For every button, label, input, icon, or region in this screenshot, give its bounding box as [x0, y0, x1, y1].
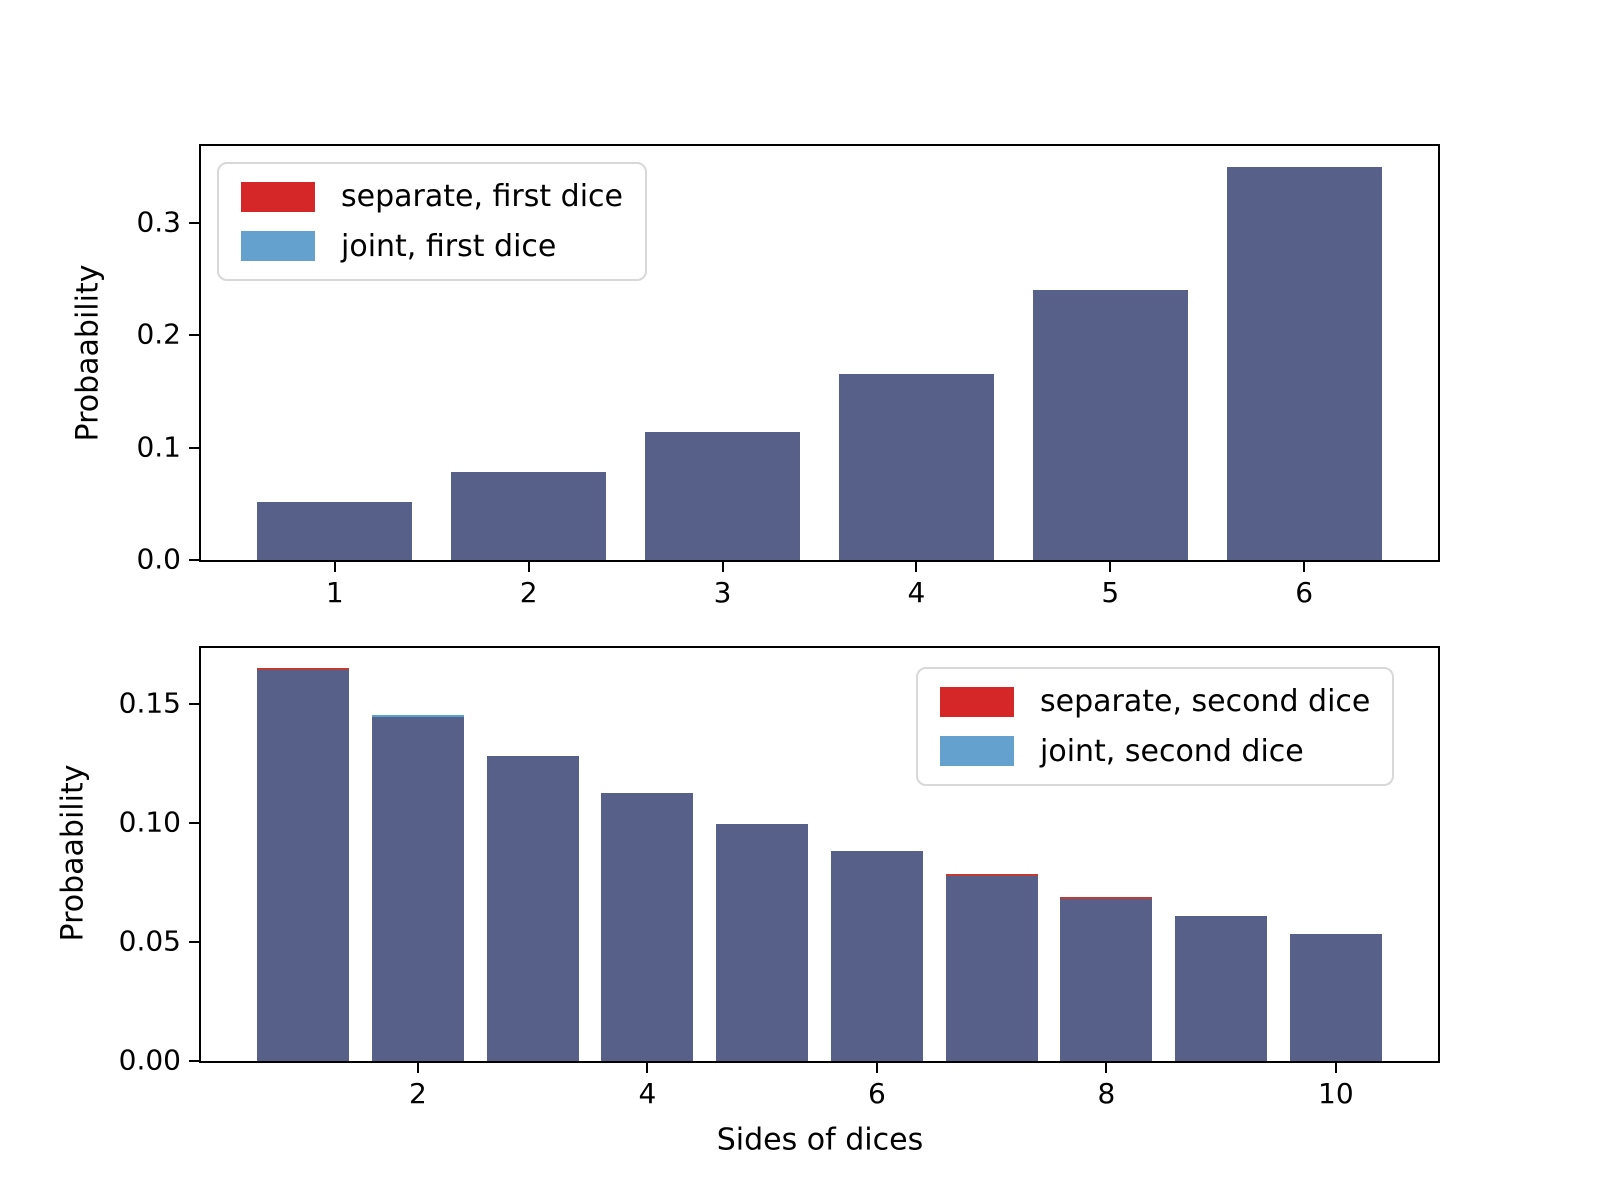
top-bar-6: [1226, 166, 1382, 560]
legend-entry-joint: joint, second dice: [940, 733, 1370, 771]
bottom-legend: separate, second dice joint, second dice: [916, 667, 1395, 786]
top-y-tick-0.1: [189, 446, 199, 449]
bottom-y-tick-0.05: [189, 941, 199, 944]
top-x-tick-label-1: 1: [325, 576, 344, 609]
bottom-bar-4: [601, 792, 694, 1061]
top-legend: separate, first dice joint, first dice: [217, 162, 648, 281]
top-bar-1: [257, 501, 413, 560]
bottom-x-tick-8: [1105, 1063, 1108, 1073]
top-y-tick-label-0.0: 0.0: [136, 542, 181, 576]
bottom-y-tick-0.15: [189, 703, 199, 706]
top-y-tick-label-0.2: 0.2: [136, 317, 181, 351]
legend-label: joint, first dice: [341, 228, 557, 264]
bottom-bar-8-cap: [1060, 896, 1153, 899]
legend-entry-separate: separate, first dice: [241, 178, 623, 216]
top-bar-5: [1032, 290, 1188, 560]
top-x-tick-label-6: 6: [1295, 576, 1314, 609]
top-x-tick-3: [721, 562, 724, 572]
top-x-tick-label-4: 4: [907, 576, 926, 609]
top-bar-4: [838, 373, 994, 560]
bottom-bar-2: [371, 716, 464, 1061]
top-y-tick-0.3: [189, 222, 199, 225]
bottom-bar-3: [486, 756, 579, 1061]
top-y-tick-0.2: [189, 334, 199, 337]
bottom-y-tick-0.00: [189, 1060, 199, 1062]
top-x-tick-1: [333, 562, 336, 572]
top-y-tick-label-0.1: 0.1: [136, 430, 181, 464]
bottom-x-tick-label-2: 2: [408, 1077, 427, 1110]
top-x-tick-label-2: 2: [519, 576, 538, 609]
legend-swatch-joint-icon: [241, 231, 315, 262]
top-x-tick-4: [915, 562, 918, 572]
bottom-bar-8: [1060, 898, 1153, 1061]
bottom-x-tick-2: [416, 1063, 419, 1073]
top-x-tick-5: [1109, 562, 1112, 572]
legend-swatch-separate-icon: [940, 686, 1014, 717]
bottom-bar-7-cap: [945, 874, 1038, 877]
bottom-x-tick-label-10: 10: [1318, 1077, 1354, 1110]
bottom-bar-5: [716, 824, 809, 1061]
bottom-x-tick-6: [875, 1063, 878, 1073]
top-x-tick-label-5: 5: [1101, 576, 1120, 609]
bottom-y-tick-label-0.05: 0.05: [118, 924, 181, 958]
legend-label: separate, first dice: [341, 179, 624, 214]
bottom-y-tick-label-0.15: 0.15: [118, 686, 181, 720]
bottom-bar-7: [945, 876, 1038, 1061]
legend-label: joint, second dice: [1040, 733, 1304, 769]
top-x-tick-2: [527, 562, 530, 572]
bottom-bar-2-cap: [371, 714, 464, 717]
top-x-tick-6: [1303, 562, 1306, 572]
bottom-x-tick-4: [646, 1063, 649, 1073]
bottom-y-tick-label-0.10: 0.10: [118, 805, 181, 839]
bottom-x-tick-label-4: 4: [638, 1077, 657, 1110]
legend-label: separate, second dice: [1040, 684, 1371, 719]
legend-entry-separate: separate, second dice: [940, 683, 1370, 721]
bottom-x-tick-label-8: 8: [1097, 1077, 1116, 1110]
bottom-x-axis-label: Sides of dices: [716, 1122, 924, 1158]
bottom-x-tick-label-6: 6: [867, 1077, 886, 1110]
legend-swatch-joint-icon: [940, 736, 1014, 767]
bottom-y-tick-0.10: [189, 822, 199, 825]
top-bar-2: [451, 472, 607, 560]
top-y-tick-0.0: [189, 559, 199, 561]
bottom-y-tick-label-0.00: 0.00: [118, 1043, 181, 1077]
bottom-bar-9: [1175, 916, 1268, 1061]
bottom-bar-10: [1289, 933, 1382, 1061]
bottom-x-tick-10: [1334, 1063, 1337, 1073]
top-x-tick-label-3: 3: [713, 576, 732, 609]
bottom-y-axis-label: Probaability: [55, 764, 91, 942]
bottom-bar-1: [257, 669, 350, 1061]
legend-swatch-separate-icon: [241, 181, 315, 212]
bottom-bar-1-cap: [257, 667, 350, 670]
top-bar-3: [645, 431, 801, 560]
top-y-tick-label-0.3: 0.3: [136, 205, 181, 239]
bottom-bar-6: [830, 851, 923, 1061]
legend-entry-joint: joint, first dice: [241, 228, 623, 266]
top-y-axis-label: Probaability: [70, 264, 106, 442]
